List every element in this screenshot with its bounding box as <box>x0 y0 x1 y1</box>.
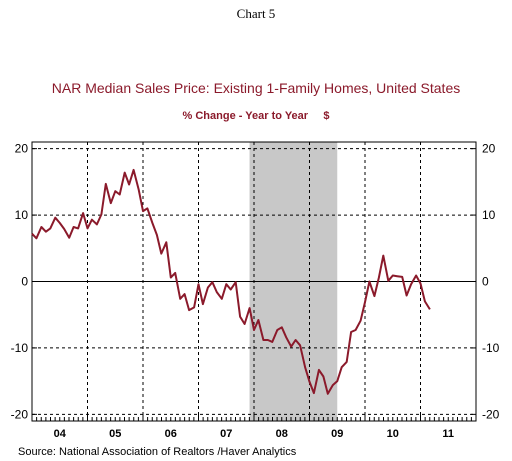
x-tick-label: 06 <box>165 428 177 440</box>
series-line <box>31 168 431 395</box>
x-tick-label: 05 <box>109 428 121 440</box>
x-tick-label: 10 <box>387 428 399 440</box>
y-tick-label-left: -20 <box>11 407 29 421</box>
y-tick-label-right: 10 <box>482 208 496 222</box>
y-tick-label-right: 20 <box>482 142 496 156</box>
y-tick-label-left: -10 <box>11 341 29 355</box>
y-tick-label-right: -10 <box>482 341 500 355</box>
x-tick-label: 08 <box>276 428 288 440</box>
x-tick-label: 07 <box>220 428 232 440</box>
x-tick-label: 11 <box>442 428 454 440</box>
x-tick-label: 09 <box>331 428 343 440</box>
chart-supertitle: Chart 5 <box>237 6 276 21</box>
y-tick-label-left: 20 <box>15 142 29 156</box>
y-tick-label-right: 0 <box>482 275 489 289</box>
plot-area: 20 20 10 10 0 0 -10 -10 -20 -20 04 05 06 07 08 09 10 11 <box>11 141 500 440</box>
source-note: Source: National Association of Realtors… <box>18 446 297 458</box>
chart-subtitle: % Change - Year to Year $ <box>183 110 330 122</box>
y-tick-label-right: -20 <box>482 407 500 421</box>
y-tick-label-left: 10 <box>15 208 29 222</box>
x-tick-label: 04 <box>54 428 67 440</box>
chart-title: NAR Median Sales Price: Existing 1-Famil… <box>52 80 460 96</box>
y-tick-label-left: 0 <box>21 275 28 289</box>
